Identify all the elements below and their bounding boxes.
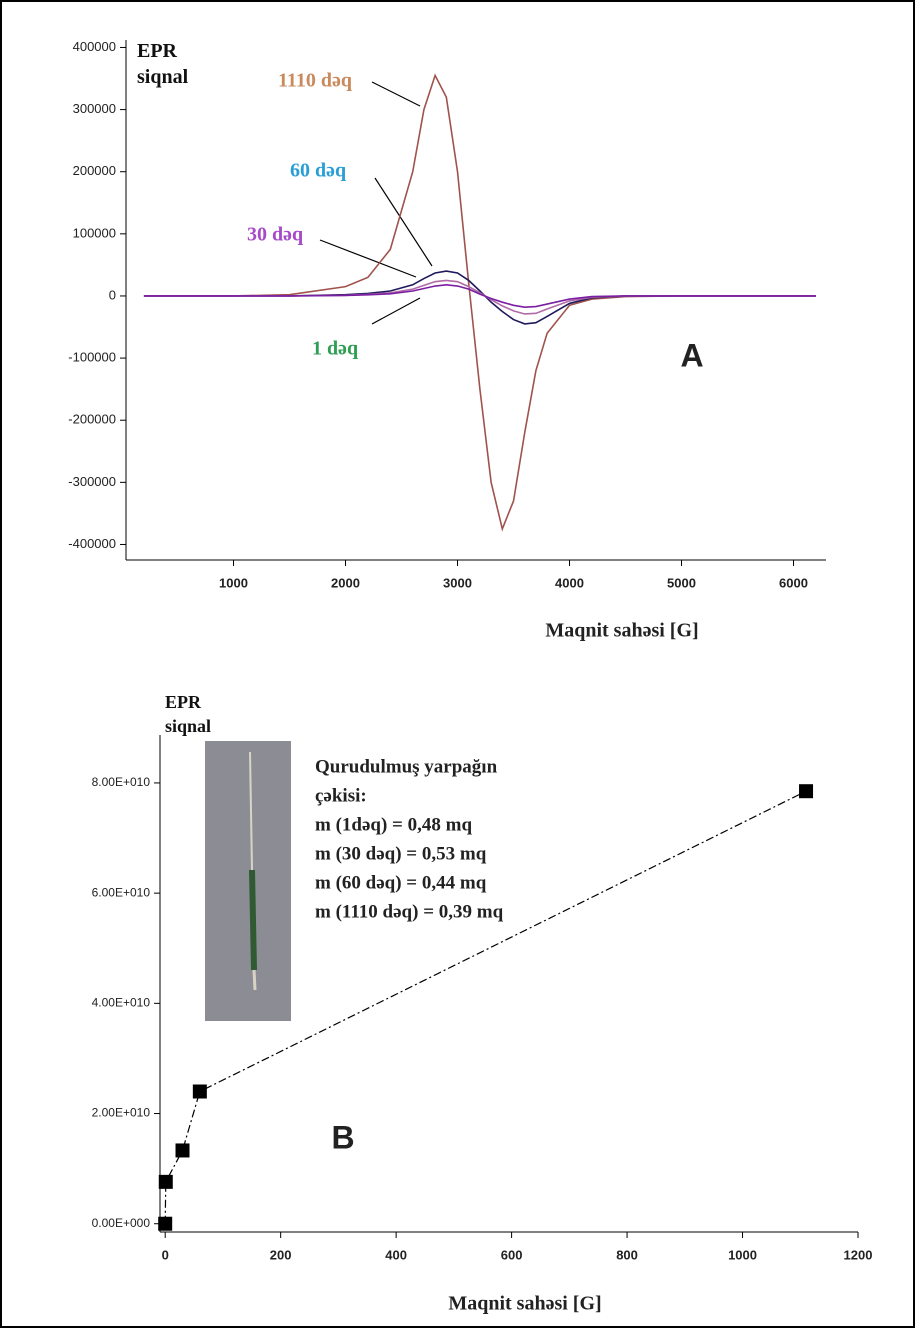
- point: [799, 784, 814, 799]
- y-tick-label: 0.00E+000: [92, 1216, 151, 1230]
- point: [192, 1084, 207, 1099]
- arrow: [371, 297, 421, 325]
- x-axis-label: Maqnit sahəsi [G]: [545, 620, 698, 642]
- series-line: [143, 270, 816, 325]
- y-tick-label: 4.00E+010: [92, 996, 151, 1010]
- arrow: [374, 177, 433, 267]
- y-tick-label: 100000: [73, 225, 116, 240]
- x-tick-label: 800: [616, 1247, 638, 1262]
- y-tick-label: 6.00E+010: [92, 885, 151, 899]
- x-tick-label: 5000: [667, 575, 696, 590]
- y-tick-label: 400000: [73, 39, 116, 54]
- inset-text: m (1dəq) = 0,48 mq: [315, 814, 472, 835]
- y-tick-label: 300000: [73, 101, 116, 116]
- stem: [252, 969, 257, 991]
- trend-line: [164, 790, 807, 1224]
- panel-label: B: [331, 1119, 354, 1155]
- x-tick-label: 4000: [555, 575, 584, 590]
- x-tick-label: 600: [501, 1247, 523, 1262]
- arrow: [371, 81, 421, 107]
- series-label: 60 dəq: [290, 160, 346, 182]
- photo-bg: [205, 741, 291, 1021]
- y-axis-label: EPR siqnal: [137, 40, 189, 88]
- x-tick-label: 2000: [331, 575, 360, 590]
- x-tick-label: 200: [270, 1247, 292, 1262]
- y-tick-label: 8.00E+010: [92, 775, 151, 789]
- inset-text: m (30 dəq) = 0,53 mq: [315, 843, 487, 864]
- arrow: [319, 239, 417, 278]
- point: [158, 1174, 173, 1189]
- inset-text: m (1110 dəq) = 0,39 mq: [315, 901, 504, 922]
- inset-text: m (60 dəq) = 0,44 mq: [315, 872, 487, 893]
- x-tick-label: 1000: [219, 575, 248, 590]
- arrows: [319, 81, 433, 325]
- series-label: 1110 dəq: [278, 70, 352, 92]
- inset-text: Qurudulmuş yarpağın: [315, 756, 498, 777]
- y-axis-label: EPR siqnal: [165, 692, 212, 736]
- stem: [249, 751, 253, 871]
- y-tick-label: -400000: [68, 536, 116, 551]
- x-tick-label: 400: [385, 1247, 407, 1262]
- series-line: [143, 279, 816, 315]
- point: [175, 1143, 190, 1158]
- y-tick-label: 0: [109, 287, 116, 302]
- y-tick-label: -300000: [68, 474, 116, 489]
- series-line: [143, 283, 816, 308]
- y-tick-label: 200000: [73, 163, 116, 178]
- series-line: [143, 73, 816, 532]
- y-tick-label: -100000: [68, 350, 116, 365]
- x-tick-label: 1000: [728, 1247, 757, 1262]
- panel-label: A: [680, 337, 703, 373]
- series-label: 30 dəq: [247, 224, 303, 246]
- x-tick-label: 3000: [443, 575, 472, 590]
- x-axis-label: Maqnit sahəsi [G]: [448, 1293, 601, 1315]
- x-tick-label: 0: [162, 1247, 169, 1262]
- photo: [205, 741, 291, 1021]
- series-label: 1 dəq: [312, 338, 358, 360]
- point: [158, 1216, 173, 1231]
- y-tick-label: -200000: [68, 412, 116, 427]
- y-tick-label: 2.00E+010: [92, 1106, 151, 1120]
- x-tick-label: 1200: [844, 1247, 873, 1262]
- x-tick-label: 6000: [779, 575, 808, 590]
- leaf: [249, 869, 257, 971]
- inset-text: çəkisi:: [315, 785, 367, 806]
